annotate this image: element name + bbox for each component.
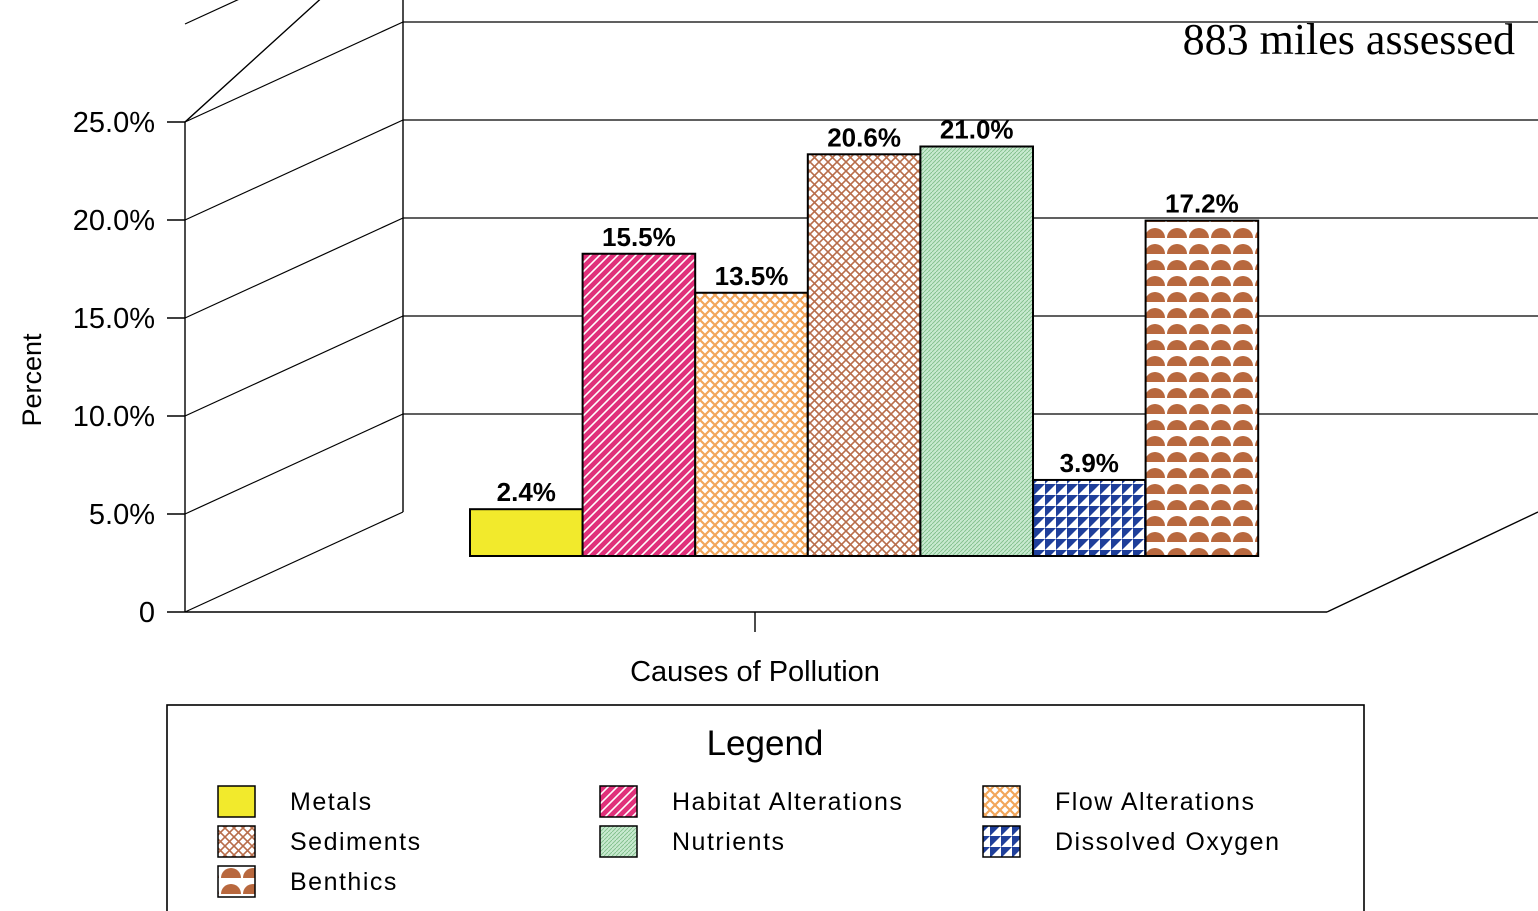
data-label: 13.5% — [715, 261, 789, 291]
bar-sediments — [806, 153, 922, 558]
data-label: 3.9% — [1060, 448, 1119, 478]
legend-item-label: Habitat Alterations — [672, 788, 903, 816]
legend-swatch — [217, 825, 256, 858]
legend-swatch — [982, 825, 1021, 858]
bar-metals — [469, 508, 584, 558]
legend-item-label: Nutrients — [672, 828, 786, 856]
legend-item-label: Benthics — [290, 868, 398, 896]
y-tick-label: 10.0% — [73, 401, 155, 433]
data-label: 21.0% — [940, 115, 1014, 145]
bar-dissolved-oxygen — [1032, 478, 1147, 558]
bar-habitat-alterations — [581, 252, 697, 557]
legend-item-label: Flow Alterations — [1055, 788, 1255, 816]
data-label: 20.6% — [827, 122, 901, 152]
legend-swatch — [217, 865, 256, 898]
side-gridline — [184, 21, 404, 123]
y-tick-label: 25.0% — [73, 107, 155, 139]
legend-swatch — [599, 785, 638, 818]
side-gridline — [184, 217, 404, 319]
data-label: 2.4% — [497, 477, 556, 507]
legend-item-label: Dissolved Oxygen — [1055, 828, 1280, 856]
side-gridline — [184, 315, 404, 417]
y-axis-label: Percent — [17, 333, 47, 427]
side-gridline — [184, 0, 239, 25]
legend: Legend Metals Habitat Alterations Flow Alt… — [166, 704, 1365, 911]
data-label: 17.2% — [1165, 189, 1239, 219]
legend-title: Legend — [707, 724, 824, 763]
y-tick-label: 0 — [139, 597, 155, 629]
side-gridline — [184, 119, 404, 221]
side-gridline-top — [184, 0, 321, 123]
bar-flow-alterations — [694, 291, 809, 557]
bar-benthics — [1144, 219, 1260, 557]
y-tick-label: 20.0% — [73, 205, 155, 237]
chart-annotation: 883 miles assessed — [1183, 15, 1515, 64]
legend-item-label: Sediments — [290, 828, 422, 856]
floor-right-edge — [1326, 511, 1538, 613]
legend-swatch — [217, 785, 256, 818]
legend-swatch — [982, 785, 1021, 818]
legend-item-label: Metals — [290, 788, 373, 816]
bar-nutrients — [919, 145, 1035, 557]
side-gridline — [184, 0, 321, 123]
legend-swatch — [599, 825, 638, 858]
legend-box — [166, 704, 1365, 911]
data-label: 15.5% — [602, 222, 676, 252]
side-gridline — [184, 511, 404, 613]
y-tick-label: 5.0% — [89, 499, 155, 531]
y-tick-label: 15.0% — [73, 303, 155, 335]
x-axis-label: Causes of Pollution — [630, 656, 880, 688]
side-gridline — [184, 413, 404, 515]
